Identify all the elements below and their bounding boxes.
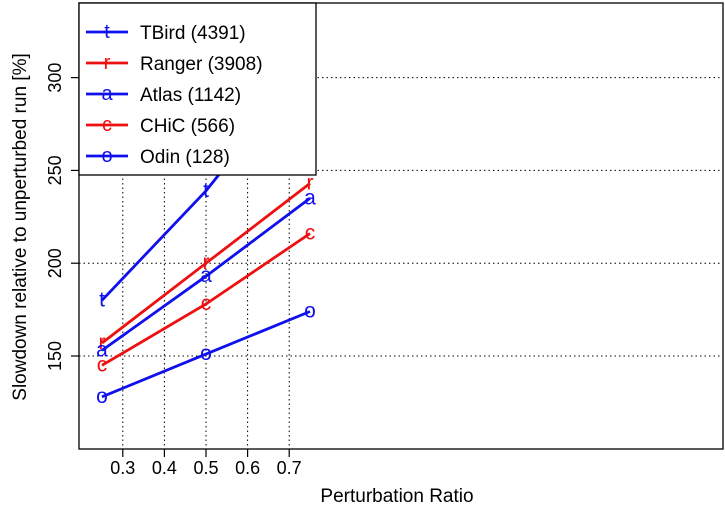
legend-label: Ranger (3908) <box>140 54 263 75</box>
axes: 0.3 0.4 0.5 0.6 0.7 150 200 250 300 <box>45 63 302 478</box>
x-tick-label: 0.6 <box>235 458 260 478</box>
data-point-marker: c <box>97 353 108 376</box>
series-line <box>101 232 311 367</box>
data-point-marker: a <box>304 186 316 209</box>
x-tick-label: 0.4 <box>152 458 177 478</box>
x-tick-label: 0.5 <box>193 458 218 478</box>
data-point-marker: r <box>203 251 210 274</box>
y-tick-label: 150 <box>45 341 65 371</box>
series-line <box>101 182 311 345</box>
plot-frame <box>78 2 724 450</box>
legend-marker: r <box>104 52 111 74</box>
grid <box>79 3 723 449</box>
legend-marker: c <box>102 114 112 136</box>
data-point-marker: c <box>305 222 316 245</box>
legend-marker: a <box>101 83 113 105</box>
legend: t TBird (4391) r Ranger (3908) a Atlas (1142)… <box>78 2 317 176</box>
legend-marker: o <box>101 145 112 167</box>
data-point-marker: c <box>201 292 212 315</box>
legend-label: Atlas (1142) <box>140 85 241 106</box>
y-tick-label: 200 <box>45 248 65 278</box>
y-axis-label: Slowdown relative to unperturbed run [%] <box>10 53 31 400</box>
data-point-marker: o <box>96 385 108 408</box>
x-axis-label: Perturbation Ratio <box>320 486 473 507</box>
data-point-marker: o <box>304 299 316 322</box>
legend-label: CHiC (566) <box>140 116 235 137</box>
data-point-marker: t <box>99 288 105 311</box>
data-point-marker: a <box>96 338 108 361</box>
series-line <box>101 197 311 352</box>
legend-label: Odin (128) <box>140 147 230 168</box>
y-tick-label: 300 <box>45 63 65 93</box>
x-tick-label: 0.3 <box>110 458 135 478</box>
data-point-marker: t <box>203 179 209 202</box>
data-point-marker: a <box>200 264 212 287</box>
x-tick-label: 0.7 <box>277 458 302 478</box>
data-point-marker: o <box>200 342 212 365</box>
series-line <box>101 310 311 399</box>
legend-label: TBird (4391) <box>140 23 246 44</box>
y-tick-label: 250 <box>45 155 65 185</box>
data-point-marker: r <box>307 171 314 194</box>
legend-marker: t <box>104 21 110 43</box>
data-point-marker: r <box>99 331 106 354</box>
